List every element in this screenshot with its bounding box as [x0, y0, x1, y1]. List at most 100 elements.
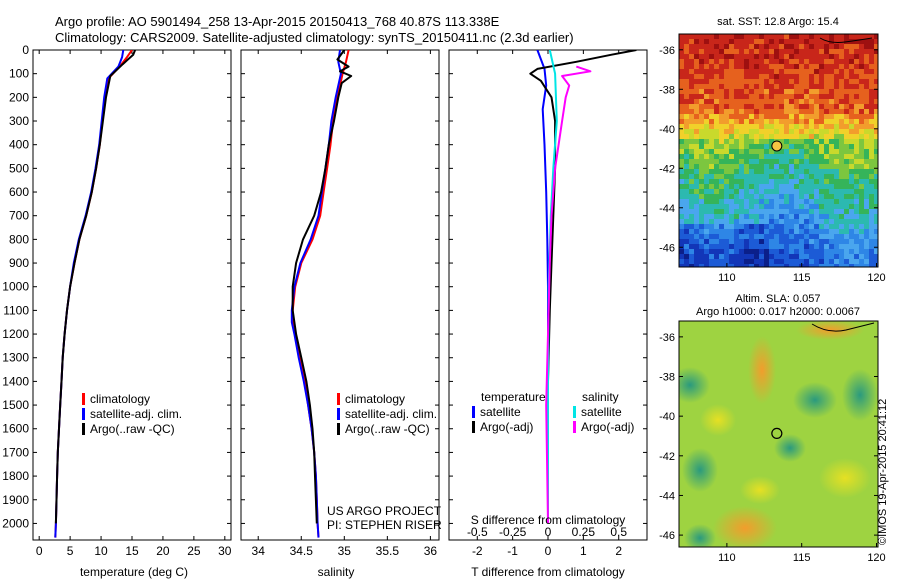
sst-cell [769, 134, 774, 139]
sst-cell [829, 174, 834, 179]
sst-cell [694, 79, 699, 84]
sst-cell [704, 94, 709, 99]
sst-cell [874, 224, 878, 229]
sst-cell [804, 34, 809, 39]
sst-cell [819, 89, 824, 94]
sst-cell [764, 184, 769, 189]
difference-xlabel: T difference from climatology [471, 565, 625, 579]
sst-cell [714, 154, 719, 159]
sst-cell [784, 139, 789, 144]
sst-cell [814, 109, 819, 114]
sst-cell [844, 244, 849, 249]
sst-cell [869, 39, 874, 44]
sst-cell [834, 59, 839, 64]
sst-cell [744, 89, 749, 94]
sst-cell [729, 134, 734, 139]
sst-cell [854, 34, 859, 39]
sst-cell [744, 139, 749, 144]
sst-cell [864, 214, 869, 219]
sst-cell [874, 149, 878, 154]
sst-cell [764, 34, 769, 39]
sst-cell [689, 184, 694, 189]
sst-cell [684, 69, 689, 74]
sst-cell [809, 104, 814, 109]
lat-tick-label: -38 [659, 372, 675, 384]
sst-cell [754, 94, 759, 99]
sst-cell [759, 54, 764, 59]
sst-cell [809, 224, 814, 229]
sst-cell [819, 254, 824, 259]
sst-cell [869, 189, 874, 194]
sst-cell [774, 74, 779, 79]
sst-cell [809, 124, 814, 129]
sst-cell [754, 214, 759, 219]
sst-cell [874, 94, 878, 99]
sst-cell [844, 144, 849, 149]
sst-cell [694, 194, 699, 199]
sst-cell [874, 104, 878, 109]
sst-cell [839, 249, 844, 254]
sst-cell [679, 74, 684, 79]
sst-cell [684, 209, 689, 214]
sst-cell [769, 149, 774, 154]
sst-cell [839, 264, 844, 267]
sst-cell [874, 54, 878, 59]
sst-cell [829, 249, 834, 254]
sst-cell [744, 149, 749, 154]
sst-cell [719, 219, 724, 224]
sst-cell [864, 59, 869, 64]
sst-cell [794, 159, 799, 164]
sst-cell [829, 169, 834, 174]
sst-cell [804, 249, 809, 254]
sst-cell [859, 44, 864, 49]
sst-cell [869, 119, 874, 124]
sst-cell [684, 154, 689, 159]
sst-cell [794, 64, 799, 69]
sst-cell [839, 164, 844, 169]
sst-cell [769, 164, 774, 169]
sst-cell [874, 209, 878, 214]
sst-cell [739, 104, 744, 109]
sst-cell [774, 39, 779, 44]
sst-cell [734, 169, 739, 174]
sst-cell [864, 54, 869, 59]
sst-cell [799, 114, 804, 119]
sst-cell [799, 34, 804, 39]
sst-cell [754, 159, 759, 164]
sst-cell [724, 199, 729, 204]
sst-cell [829, 74, 834, 79]
sst-cell [874, 114, 878, 119]
sst-cell [779, 239, 784, 244]
sst-cell [764, 119, 769, 124]
sst-cell [849, 239, 854, 244]
sst-cell [774, 179, 779, 184]
sst-cell [764, 129, 769, 134]
sst-cell [734, 144, 739, 149]
sst-cell [854, 144, 859, 149]
sst-cell [799, 199, 804, 204]
sst-cell [769, 139, 774, 144]
sst-cell [709, 69, 714, 74]
sst-cell [694, 199, 699, 204]
sst-cell [869, 184, 874, 189]
sst-cell [764, 104, 769, 109]
sla-blob [679, 367, 710, 403]
legend-label: climatology [90, 392, 150, 406]
sst-cell [829, 219, 834, 224]
sst-cell [789, 119, 794, 124]
sst-cell [854, 204, 859, 209]
temperature-x-axis: 0 5 10 15 20 25 30 [36, 50, 232, 558]
sst-cell [819, 149, 824, 154]
sst-cell [704, 44, 709, 49]
sst-cell [729, 44, 734, 49]
sst-cell [859, 164, 864, 169]
sst-cell [819, 69, 824, 74]
sst-cell [734, 94, 739, 99]
legend-label: Argo(..raw -QC) [345, 422, 430, 436]
sst-cell [844, 249, 849, 254]
sst-cell [759, 259, 764, 264]
sst-cell [829, 129, 834, 134]
sst-cell [749, 154, 754, 159]
sst-cell [769, 54, 774, 59]
sst-cell [724, 194, 729, 199]
